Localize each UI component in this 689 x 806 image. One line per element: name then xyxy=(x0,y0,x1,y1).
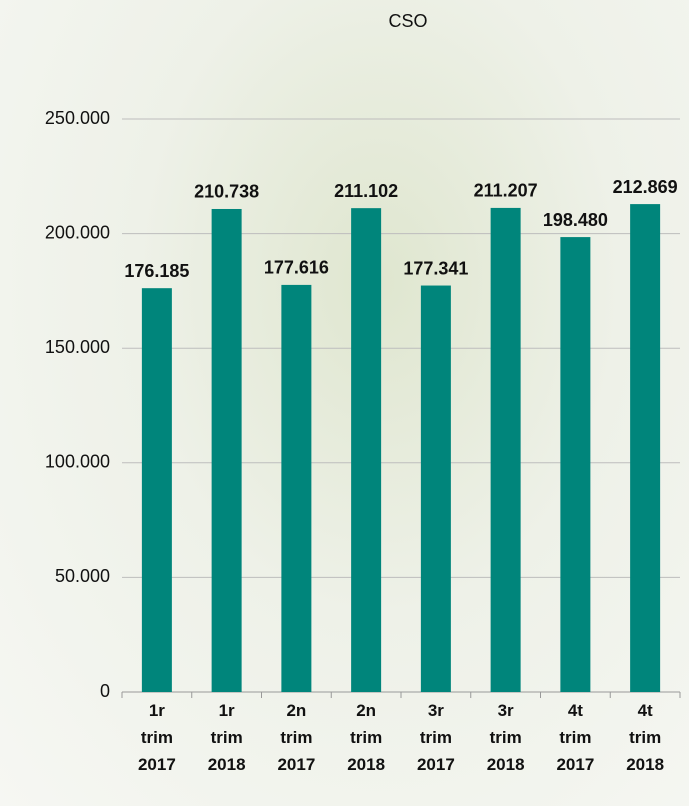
x-tick-label: 2n trim 2018 xyxy=(347,701,386,774)
value-label: 212.869 xyxy=(613,177,678,197)
x-tick-label: 1r trim 2017 xyxy=(137,701,176,774)
value-label: 177.341 xyxy=(403,258,468,278)
x-tick-label: 3r trim 2017 xyxy=(416,701,455,774)
bar xyxy=(560,237,591,692)
x-tick-label: 2n trim 2017 xyxy=(277,701,316,774)
value-label: 177.616 xyxy=(264,258,329,278)
value-label: 211.102 xyxy=(334,181,398,201)
y-tick-label: 200.000 xyxy=(45,222,110,242)
y-tick-label: 250.000 xyxy=(45,108,110,128)
x-tick-label: 1r trim 2018 xyxy=(207,701,246,774)
value-label: 198.480 xyxy=(543,210,608,230)
bar xyxy=(351,208,382,692)
y-tick-label: 50.000 xyxy=(55,566,110,586)
value-label: 211.207 xyxy=(474,181,538,201)
chart-title: CSO xyxy=(388,11,427,31)
y-tick-label: 100.000 xyxy=(45,452,110,472)
bar xyxy=(630,204,661,692)
bar xyxy=(141,288,172,692)
y-tick-label: 150.000 xyxy=(45,337,110,357)
bar xyxy=(281,284,312,692)
x-tick-label: 4t trim 2018 xyxy=(626,701,665,774)
bar xyxy=(490,207,521,692)
value-label: 210.738 xyxy=(194,182,259,202)
y-tick-label: 0 xyxy=(100,681,110,701)
value-label: 176.185 xyxy=(124,261,189,281)
bar xyxy=(420,285,451,692)
x-tick-label: 3r trim 2018 xyxy=(486,701,525,774)
bar xyxy=(211,208,242,692)
x-tick-label: 4t trim 2017 xyxy=(556,701,595,774)
